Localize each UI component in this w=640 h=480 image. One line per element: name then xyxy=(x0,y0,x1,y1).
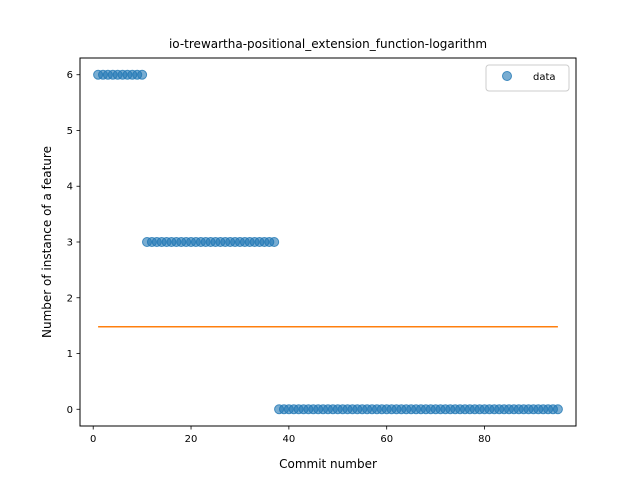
legend-label-data: data xyxy=(533,72,556,83)
y-tick-label: 0 xyxy=(67,405,73,416)
data-point xyxy=(137,69,148,80)
legend-box xyxy=(485,64,570,92)
y-tick-label: 5 xyxy=(67,126,73,137)
y-tick-label: 4 xyxy=(67,182,73,193)
x-tick-label: 80 xyxy=(478,434,491,445)
y-tick-label: 3 xyxy=(67,238,73,249)
data-point xyxy=(269,237,280,247)
plot-area xyxy=(93,69,563,415)
y-axis: 0 1 2 3 4 5 6 xyxy=(67,70,80,416)
legend-marker-data xyxy=(502,71,512,81)
legend: data xyxy=(485,64,570,92)
x-tick-label: 0 xyxy=(90,434,96,445)
y-tick-label: 2 xyxy=(67,293,73,304)
y-tick-label: 1 xyxy=(67,349,73,360)
data-point xyxy=(552,404,563,415)
x-tick-label: 20 xyxy=(185,434,198,445)
x-tick-label: 40 xyxy=(283,434,296,445)
x-tick-label: 60 xyxy=(380,434,393,445)
chart-title: io-trewartha-positional_extension_functi… xyxy=(169,37,487,51)
x-axis-label: Commit number xyxy=(279,457,377,471)
x-axis: 0 20 40 60 80 xyxy=(90,426,491,445)
y-axis-label: Number of instance of a feature xyxy=(40,146,54,338)
y-tick-label: 6 xyxy=(67,70,73,81)
